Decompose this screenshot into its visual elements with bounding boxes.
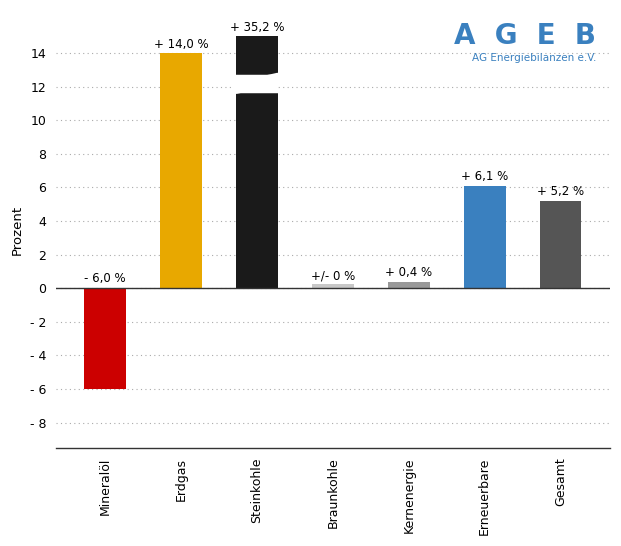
- Text: A  G  E  B: A G E B: [454, 22, 596, 50]
- Bar: [464, 186, 505, 288]
- Bar: [160, 53, 202, 288]
- Y-axis label: Prozent: Prozent: [11, 204, 24, 254]
- Bar: [84, 288, 126, 389]
- Text: + 5,2 %: + 5,2 %: [537, 186, 584, 198]
- Text: + 14,0 %: + 14,0 %: [154, 38, 209, 51]
- Bar: [236, 36, 278, 288]
- Bar: [540, 201, 581, 288]
- Bar: [236, 76, 278, 91]
- Bar: [312, 284, 354, 288]
- Text: - 6,0 %: - 6,0 %: [84, 272, 126, 285]
- Text: AG Energiebilanzen e.V.: AG Energiebilanzen e.V.: [472, 52, 596, 63]
- Text: + 35,2 %: + 35,2 %: [230, 21, 284, 34]
- Text: + 0,4 %: + 0,4 %: [385, 266, 432, 279]
- Text: +/- 0 %: +/- 0 %: [310, 269, 355, 282]
- Text: + 6,1 %: + 6,1 %: [461, 170, 509, 183]
- Bar: [388, 282, 430, 288]
